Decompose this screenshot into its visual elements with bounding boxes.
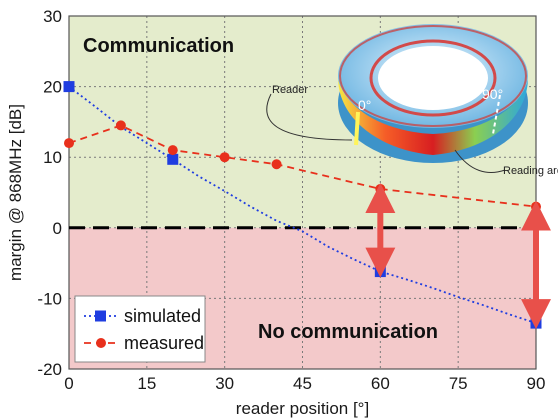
point-measured-6: [531, 201, 541, 212]
y-tick-label: 30: [43, 7, 62, 26]
point-measured-0: [64, 138, 74, 149]
x-tick-label: 90: [527, 374, 546, 393]
point-simulated-3: [530, 317, 542, 329]
reading-area-label: Reading area: [503, 165, 558, 177]
y-tick-label: 20: [43, 78, 62, 97]
legend-marker-simulated: [95, 310, 106, 322]
point-simulated-2: [374, 266, 386, 278]
x-tick-label: 75: [449, 374, 468, 393]
point-measured-2: [167, 145, 178, 156]
y-tick-label: 10: [43, 148, 62, 167]
point-simulated-1: [167, 153, 179, 165]
reading-area-leader-line: [454, 149, 506, 173]
legend-label-simulated: simulated: [124, 306, 201, 326]
y-tick-label: -20: [37, 360, 62, 379]
angle-start-label: 0°: [358, 97, 371, 113]
gap-arrows: [365, 182, 551, 330]
point-measured-5: [375, 183, 386, 194]
x-tick-label: 15: [137, 374, 156, 393]
y-tick-labels: -20 -10 0 10 20 30: [37, 7, 62, 379]
x-tick-label: 45: [293, 374, 312, 393]
y-tick-label: 0: [53, 219, 62, 238]
torus-image: [338, 24, 528, 163]
legend: simulated measured: [74, 295, 206, 363]
x-axis-label: reader position [°]: [236, 399, 369, 418]
angle-end-label: 90°: [482, 86, 503, 102]
x-tick-label: 60: [371, 374, 390, 393]
y-tick-label: -10: [37, 289, 62, 308]
series-line-simulated: [68, 85, 537, 324]
reader-label: Reader: [272, 84, 308, 96]
plot-frame: [68, 15, 537, 370]
x-tick-labels: 0 15 30 45 60 75 90: [64, 374, 545, 393]
legend-marker-measured: [96, 338, 106, 348]
y-axis-label: margin @ 868MHz [dB]: [6, 104, 25, 281]
point-measured-4: [271, 159, 282, 170]
torus-inset: 0° 90° Reader Reading area: [266, 24, 558, 177]
x-tick-label: 0: [64, 374, 73, 393]
x-tick-label: 30: [215, 374, 234, 393]
region-label-no-communication: No communication: [258, 321, 438, 343]
reader-leader-line: [266, 93, 353, 141]
region-label-communication: Communication: [83, 35, 234, 57]
point-measured-1: [115, 120, 126, 131]
legend-label-measured: measured: [124, 333, 204, 353]
point-simulated-0: [63, 81, 75, 93]
point-measured-3: [219, 152, 230, 163]
legend-box: [74, 295, 206, 363]
